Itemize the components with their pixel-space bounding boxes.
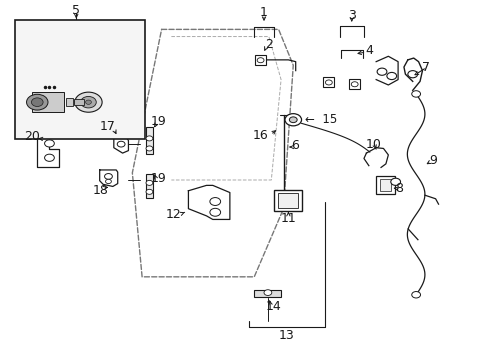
Circle shape (146, 180, 153, 185)
Circle shape (85, 100, 91, 104)
Circle shape (257, 58, 264, 63)
Text: 17: 17 (100, 121, 116, 134)
Text: 7: 7 (421, 60, 429, 73)
Bar (74, 99, 83, 105)
Circle shape (26, 94, 48, 110)
Text: 2: 2 (264, 38, 272, 51)
Text: 9: 9 (428, 154, 436, 167)
Circle shape (411, 292, 420, 298)
Text: 10: 10 (365, 138, 381, 151)
Circle shape (411, 91, 420, 97)
Bar (145, 174, 153, 198)
Bar (65, 98, 73, 107)
Circle shape (350, 82, 357, 87)
Circle shape (44, 154, 54, 161)
Text: 20: 20 (24, 130, 40, 144)
Bar (375, 176, 394, 194)
Text: 14: 14 (265, 300, 281, 313)
Text: 4: 4 (364, 44, 372, 57)
Circle shape (146, 146, 153, 151)
Circle shape (376, 68, 386, 75)
Circle shape (325, 80, 331, 85)
Circle shape (209, 198, 220, 206)
Bar (323, 77, 333, 87)
Circle shape (146, 136, 153, 141)
Text: 19: 19 (150, 116, 166, 129)
Bar (255, 55, 265, 65)
Text: 5: 5 (72, 4, 80, 17)
Circle shape (264, 290, 271, 296)
Text: 8: 8 (394, 183, 402, 195)
Bar (379, 179, 390, 192)
Circle shape (117, 141, 125, 147)
Circle shape (390, 178, 400, 185)
Circle shape (407, 71, 417, 78)
Circle shape (146, 189, 153, 194)
Circle shape (105, 179, 111, 184)
Circle shape (104, 174, 112, 179)
Text: 19: 19 (150, 172, 166, 185)
Circle shape (386, 72, 396, 80)
Bar (32, 92, 64, 112)
Bar (273, 190, 302, 211)
Circle shape (81, 96, 96, 108)
Bar (254, 291, 281, 297)
Circle shape (285, 114, 301, 126)
Circle shape (44, 140, 54, 147)
Bar (348, 79, 359, 89)
Circle shape (209, 208, 220, 216)
Text: 12: 12 (165, 208, 182, 221)
Bar (277, 193, 298, 208)
Text: 18: 18 (93, 184, 108, 197)
Text: 11: 11 (280, 212, 296, 225)
Bar (145, 127, 153, 154)
Text: 3: 3 (347, 9, 355, 22)
Circle shape (31, 98, 43, 107)
Text: 1: 1 (260, 6, 267, 19)
Text: 6: 6 (291, 139, 299, 152)
Text: ←  15: ← 15 (305, 113, 337, 126)
Circle shape (75, 92, 102, 112)
Text: 13: 13 (279, 329, 294, 342)
Bar (15, 21, 144, 139)
Circle shape (289, 117, 297, 123)
Text: 16: 16 (252, 129, 268, 142)
